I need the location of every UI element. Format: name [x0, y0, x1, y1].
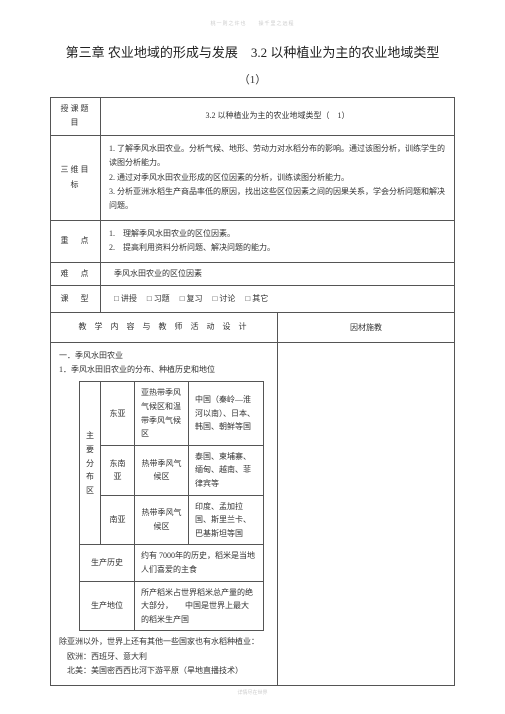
after-line: 除亚洲以外，世界上还有其他一些国家也有水稻种植业： [59, 635, 269, 649]
checkbox-icon: □ [213, 294, 218, 303]
goal-line: 1. 了解季风水田农业。分析气候、地形、劳动力对水稻分布的影响。通过该图分析，训… [109, 142, 446, 171]
checkbox-icon: □ [180, 294, 185, 303]
content-body: 一．季风水田农业 1．季风水田旧农业的分布、种植历史和地位 主要分布区 东亚 亚… [51, 342, 278, 685]
checkbox-icon: □ [245, 294, 250, 303]
content-h2: 1．季风水田旧农业的分布、种植历史和地位 [59, 363, 269, 377]
distribution-table: 主要分布区 东亚 亚热带季风气候区和温带季风气候区 中国（秦岭—淮河以南）、日本… [79, 381, 264, 631]
row-topic: 授课题目 3.2 以种植业为主的农业地域类型（ 1） [51, 98, 455, 136]
key-line: 2. 提高利用资料分析问题、解决问题的能力。 [109, 241, 446, 255]
climate: 热带季风气候区 [135, 445, 189, 495]
climate: 亚热带季风气候区和温带季风气候区 [135, 382, 189, 445]
region: 东亚 [101, 382, 135, 445]
label-classtype: 课 型 [51, 285, 101, 312]
group-label: 主要分布区 [80, 382, 101, 545]
section-header-right: 因材施教 [278, 313, 455, 342]
value-keypoints: 1. 理解季风水田农业的区位因素。 2. 提高利用资料分析问题、解决问题的能力。 [101, 220, 455, 262]
row-section-header: 教 学 内 容 与 教 师 活 动 设 计 因材施教 [51, 313, 455, 342]
footer-note: 详情尽在世界 [0, 689, 505, 696]
after-line: 欧洲：西班牙、意大利 [59, 650, 269, 664]
label-keypoints: 重 点 [51, 220, 101, 262]
inner-row-position: 生产地位 所产稻米占世界稻米总产量的绝大部分， 中国是世界上最大的稻米生产国 [80, 581, 264, 631]
row-classtype: 课 型 □讲授 □习题 □复习 □讨论 □其它 [51, 285, 455, 312]
goal-line: 2. 通过对季风水田农业形成的区位因素的分析，训练读图分析能力。 [109, 171, 446, 185]
region: 南亚 [101, 495, 135, 545]
opt: 其它 [252, 294, 268, 303]
after-line: 北美：美国密西西比河下游平原（旱地直播技术） [59, 664, 269, 678]
label-topic: 授课题目 [51, 98, 101, 136]
row-keypoints: 重 点 1. 理解季风水田农业的区位因素。 2. 提高利用资料分析问题、解决问题… [51, 220, 455, 262]
subtitle: （1） [50, 71, 455, 87]
label-difficulty: 难 点 [51, 262, 101, 285]
position-value: 所产稻米占世界稻米总产量的绝大部分， 中国是世界上最大的稻米生产国 [135, 581, 264, 631]
climate: 热带季风气候区 [135, 495, 189, 545]
value-topic: 3.2 以种植业为主的农业地域类型（ 1） [101, 98, 455, 136]
inner-row: 主要分布区 东亚 亚热带季风气候区和温带季风气候区 中国（秦岭—淮河以南）、日本… [80, 382, 264, 445]
inner-row: 东南亚 热带季风气候区 泰国、柬埔寨、缅甸、越南、菲律宾等 [80, 445, 264, 495]
position-label: 生产地位 [80, 581, 135, 631]
goal-line: 3. 分析亚洲水稻生产商品率低的原因，找出这些区位因素之间的因果关系，学会分析问… [109, 185, 446, 214]
countries: 印度、孟加拉国、斯里兰卡、巴基斯坦等国 [188, 495, 263, 545]
checkbox-icon: □ [147, 294, 152, 303]
lesson-table: 授课题目 3.2 以种植业为主的农业地域类型（ 1） 三维目标 1. 了解季风水… [50, 97, 455, 686]
inner-row: 南亚 热带季风气候区 印度、孟加拉国、斯里兰卡、巴基斯坦等国 [80, 495, 264, 545]
countries: 中国（秦岭—淮河以南）、日本、韩国、朝鲜等国 [188, 382, 263, 445]
key-line: 1. 理解季风水田农业的区位因素。 [109, 227, 446, 241]
notes-column [278, 342, 455, 685]
content-h1: 一．季风水田农业 [59, 349, 269, 363]
section-header-left: 教 学 内 容 与 教 师 活 动 设 计 [51, 313, 278, 342]
opt: 讲授 [121, 294, 137, 303]
value-goals: 1. 了解季风水田农业。分析气候、地形、劳动力对水稻分布的影响。通过该图分析，训… [101, 135, 455, 220]
row-content: 一．季风水田农业 1．季风水田旧农业的分布、种植历史和地位 主要分布区 东亚 亚… [51, 342, 455, 685]
value-difficulty: 季风水田农业的区位因素 [101, 262, 455, 285]
opt: 复习 [187, 294, 203, 303]
row-difficulty: 难 点 季风水田农业的区位因素 [51, 262, 455, 285]
label-goals: 三维目标 [51, 135, 101, 220]
opt: 习题 [154, 294, 170, 303]
top-note: 桃一则之许也 操千里之远程 [50, 20, 455, 27]
checkbox-icon: □ [114, 294, 119, 303]
history-label: 生产历史 [80, 545, 135, 581]
value-classtype: □讲授 □习题 □复习 □讨论 □其它 [101, 285, 455, 312]
region: 东南亚 [101, 445, 135, 495]
row-goals: 三维目标 1. 了解季风水田农业。分析气候、地形、劳动力对水稻分布的影响。通过该… [51, 135, 455, 220]
chapter-title: 第三章 农业地域的形成与发展 3.2 以种植业为主的农业地域类型 [50, 42, 455, 61]
opt: 讨论 [219, 294, 235, 303]
inner-row-history: 生产历史 约有 7000年的历史，稻米是当地人们喜爱的主食 [80, 545, 264, 581]
countries: 泰国、柬埔寨、缅甸、越南、菲律宾等 [188, 445, 263, 495]
history-value: 约有 7000年的历史，稻米是当地人们喜爱的主食 [135, 545, 264, 581]
